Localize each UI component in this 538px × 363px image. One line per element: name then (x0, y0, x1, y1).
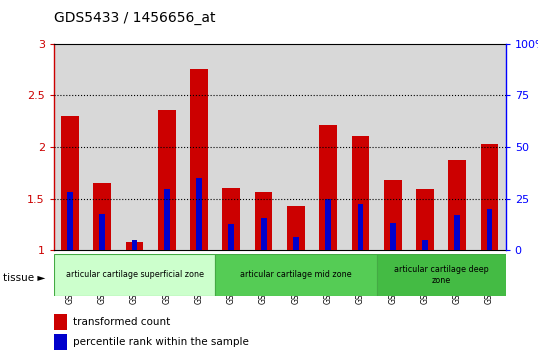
Bar (480, 144, 498, 250)
Bar (93, 183, 111, 250)
Bar (247, 44, 280, 250)
Text: transformed count: transformed count (73, 317, 170, 327)
Bar (222, 188, 240, 250)
Bar (422, 240, 428, 250)
Bar (61, 116, 79, 250)
Bar (229, 224, 234, 250)
Bar (183, 44, 215, 250)
Bar (377, 44, 409, 250)
Bar (455, 215, 460, 250)
Bar (215, 254, 377, 296)
Text: articular cartilage mid zone: articular cartilage mid zone (240, 270, 352, 280)
Bar (344, 44, 377, 250)
Bar (351, 136, 369, 250)
Bar (196, 178, 202, 250)
Text: GDS5433 / 1456656_at: GDS5433 / 1456656_at (54, 11, 215, 25)
Bar (473, 44, 506, 250)
Bar (158, 110, 175, 250)
Bar (358, 204, 363, 250)
Bar (441, 44, 473, 250)
Bar (164, 189, 169, 250)
Bar (67, 192, 73, 250)
Bar (377, 254, 506, 296)
Bar (132, 240, 137, 250)
Bar (312, 44, 344, 250)
Bar (54, 254, 215, 296)
Bar (409, 44, 441, 250)
Bar (280, 44, 312, 250)
Bar (261, 219, 266, 250)
Bar (390, 223, 395, 250)
Bar (448, 160, 466, 250)
Bar (86, 44, 118, 250)
Text: articular cartilage deep
zone: articular cartilage deep zone (394, 265, 489, 285)
Bar (118, 44, 151, 250)
Bar (54, 44, 86, 250)
Bar (125, 242, 143, 250)
Bar (319, 125, 337, 250)
Bar (190, 69, 208, 250)
Bar (287, 206, 305, 250)
Bar (100, 214, 105, 250)
Bar (384, 180, 401, 250)
Bar (325, 199, 331, 250)
Text: articular cartilage superficial zone: articular cartilage superficial zone (66, 270, 203, 280)
Bar (254, 192, 272, 250)
Bar (293, 237, 299, 250)
Bar (215, 44, 247, 250)
Bar (487, 209, 492, 250)
Bar (151, 44, 183, 250)
Text: tissue ►: tissue ► (3, 273, 45, 283)
Bar (416, 189, 434, 250)
Text: percentile rank within the sample: percentile rank within the sample (73, 337, 249, 347)
